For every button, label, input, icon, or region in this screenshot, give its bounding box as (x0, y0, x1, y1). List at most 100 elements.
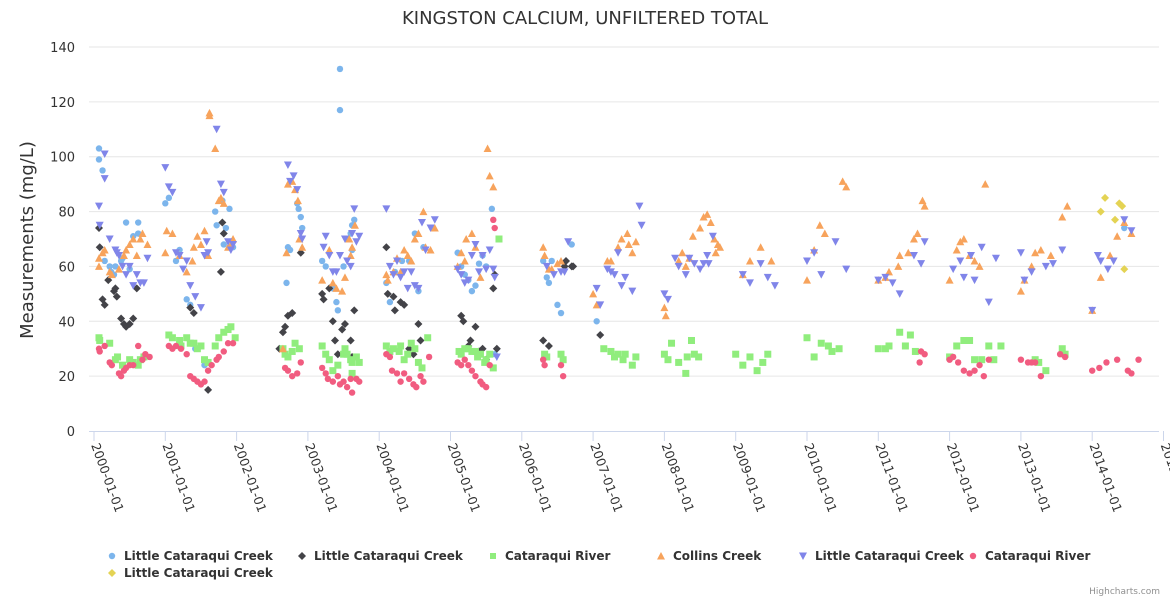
data-point[interactable] (664, 356, 672, 364)
data-point[interactable] (623, 229, 632, 238)
data-point[interactable] (703, 251, 712, 260)
data-point[interactable] (165, 194, 173, 202)
data-point[interactable] (201, 356, 209, 364)
data-point[interactable] (753, 367, 761, 375)
data-point[interactable] (396, 267, 405, 276)
data-point[interactable] (884, 267, 893, 276)
data-point[interactable] (1048, 260, 1057, 268)
data-point[interactable] (985, 356, 993, 363)
data-point[interactable] (328, 317, 337, 326)
data-point[interactable] (226, 246, 235, 254)
data-point[interactable] (100, 300, 109, 309)
data-point[interactable] (896, 328, 904, 336)
data-point[interactable] (295, 205, 302, 213)
data-point[interactable] (895, 290, 904, 298)
data-point[interactable] (288, 309, 297, 318)
data-point[interactable] (704, 260, 713, 268)
data-point[interactable] (119, 361, 127, 369)
data-point[interactable] (216, 267, 225, 276)
data-point[interactable] (318, 276, 327, 284)
data-point[interactable] (132, 271, 141, 279)
data-point[interactable] (678, 248, 687, 257)
data-point[interactable] (161, 248, 170, 257)
data-point[interactable] (1046, 251, 1055, 259)
data-point[interactable] (396, 273, 405, 282)
data-point[interactable] (346, 336, 355, 345)
data-point[interactable] (139, 279, 148, 287)
data-point[interactable] (229, 340, 237, 347)
data-point[interactable] (543, 274, 550, 281)
data-point[interactable] (1035, 358, 1043, 366)
data-point[interactable] (193, 345, 201, 353)
data-point[interactable] (125, 240, 134, 248)
data-point[interactable] (333, 298, 340, 306)
credits-link[interactable]: Highcharts.com (1089, 587, 1160, 597)
data-point[interactable] (386, 298, 394, 306)
data-point[interactable] (466, 336, 475, 345)
data-point[interactable] (674, 256, 683, 265)
data-point[interactable] (286, 177, 295, 186)
data-point[interactable] (457, 350, 465, 358)
data-point[interactable] (617, 235, 626, 243)
data-point[interactable] (343, 257, 352, 265)
data-point[interactable] (291, 339, 299, 347)
data-point[interactable] (188, 256, 197, 265)
data-point[interactable] (1120, 265, 1129, 274)
data-point[interactable] (215, 353, 222, 361)
data-point[interactable] (1103, 359, 1110, 366)
data-point[interactable] (603, 265, 612, 274)
data-point[interactable] (1063, 202, 1072, 210)
data-point[interactable] (413, 383, 420, 391)
data-point[interactable] (759, 358, 767, 366)
data-point[interactable] (346, 262, 355, 271)
data-point[interactable] (696, 265, 705, 274)
data-point[interactable] (348, 243, 357, 251)
data-point[interactable] (921, 351, 928, 358)
data-point[interactable] (842, 182, 851, 191)
data-point[interactable] (1042, 367, 1050, 375)
data-point[interactable] (135, 342, 142, 350)
data-point[interactable] (168, 334, 176, 342)
data-point[interactable] (211, 144, 220, 152)
data-point[interactable] (204, 367, 212, 374)
data-point[interactable] (106, 263, 113, 270)
data-point[interactable] (690, 260, 699, 268)
data-point[interactable] (322, 263, 329, 270)
data-point[interactable] (732, 350, 740, 358)
data-point[interactable] (824, 342, 832, 350)
data-point[interactable] (281, 322, 290, 331)
data-point[interactable] (885, 342, 893, 350)
data-point[interactable] (703, 210, 712, 218)
data-point[interactable] (390, 306, 399, 315)
data-point[interactable] (661, 311, 670, 320)
data-point[interactable] (117, 372, 125, 380)
data-point[interactable] (1111, 215, 1120, 224)
data-point[interactable] (970, 256, 979, 265)
data-point[interactable] (906, 331, 914, 339)
data-point[interactable] (966, 336, 974, 344)
data-point[interactable] (478, 251, 487, 260)
data-point[interactable] (1120, 216, 1129, 224)
data-point[interactable] (607, 347, 615, 355)
data-point[interactable] (99, 167, 106, 174)
data-point[interactable] (457, 271, 466, 279)
data-point[interactable] (229, 235, 238, 243)
data-point[interactable] (219, 188, 228, 197)
data-point[interactable] (179, 265, 188, 274)
data-point[interactable] (1096, 273, 1105, 281)
data-point[interactable] (400, 356, 408, 364)
data-point[interactable] (219, 199, 228, 207)
data-point[interactable] (815, 221, 824, 229)
data-point[interactable] (976, 361, 983, 369)
data-point[interactable] (706, 218, 715, 227)
data-point[interactable] (400, 370, 408, 377)
data-point[interactable] (400, 300, 409, 309)
data-point[interactable] (297, 213, 304, 221)
data-point[interactable] (568, 241, 575, 248)
data-point[interactable] (696, 224, 705, 232)
data-point[interactable] (410, 235, 419, 243)
data-point[interactable] (426, 245, 435, 254)
data-point[interactable] (708, 232, 717, 241)
data-point[interactable] (125, 262, 134, 271)
data-point[interactable] (389, 292, 398, 301)
